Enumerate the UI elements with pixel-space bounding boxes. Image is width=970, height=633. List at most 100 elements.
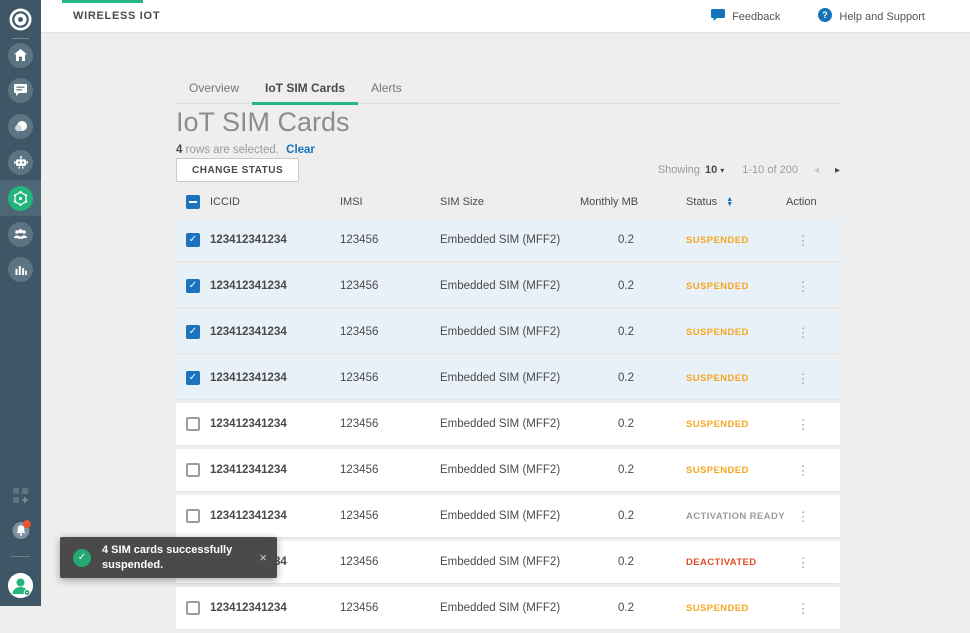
cell-sim-size: Embedded SIM (MFF2) <box>440 280 580 292</box>
select-all-checkbox[interactable] <box>186 195 200 209</box>
tab-alerts[interactable]: Alerts <box>358 79 415 103</box>
row-actions-menu-icon[interactable]: ⋮ <box>796 464 810 477</box>
row-actions-menu-icon[interactable]: ⋮ <box>796 602 810 615</box>
next-page-button[interactable]: ▸ <box>835 165 840 176</box>
app-title: WIRELESS IOT <box>73 0 160 33</box>
cell-imsi: 123456 <box>340 326 440 338</box>
cell-iccid: 123412341234 <box>210 602 340 614</box>
row-actions-menu-icon[interactable]: ⋮ <box>796 418 810 431</box>
cell-monthly-mb: 0.2 <box>580 556 686 568</box>
chat-icon <box>8 78 33 103</box>
sidebar-item-home[interactable] <box>0 37 41 73</box>
brand-logo-icon[interactable] <box>8 7 33 32</box>
status-badge: SUSPENDED <box>686 465 786 476</box>
page-size-select[interactable]: 10 <box>705 164 717 176</box>
column-header-iccid[interactable]: ICCID <box>210 196 340 208</box>
row-checkbox[interactable]: ✓ <box>186 233 200 247</box>
row-actions-menu-icon[interactable]: ⋮ <box>796 326 810 339</box>
cell-monthly-mb: 0.2 <box>580 326 686 338</box>
cell-iccid: 123412341234 <box>210 234 340 246</box>
pagination-range: 1-10 of 200 <box>742 164 798 176</box>
row-checkbox[interactable] <box>186 509 200 523</box>
clear-selection-link[interactable]: Clear <box>286 144 315 156</box>
notification-badge <box>23 520 31 528</box>
sidebar-item-iot-network[interactable] <box>0 180 41 216</box>
table-header: ICCID IMSI SIM Size Monthly MB Status▲▼ … <box>176 188 840 215</box>
sort-icon[interactable]: ▲▼ <box>726 197 733 207</box>
help-label: Help and Support <box>839 11 925 23</box>
toast-notification: ✓ 4 SIM cards successfully suspended. × <box>60 537 277 578</box>
topbar: WIRELESS IOT Feedback ? Help and Support <box>41 0 970 33</box>
cell-iccid: 123412341234 <box>210 326 340 338</box>
bar-chart-icon <box>8 257 33 282</box>
robot-icon <box>8 150 33 175</box>
sidebar-item-conversations[interactable] <box>0 72 41 108</box>
row-checkbox[interactable]: ✓ <box>186 325 200 339</box>
toast-close-icon[interactable]: × <box>259 550 267 565</box>
cell-imsi: 123456 <box>340 234 440 246</box>
page-size-caret-icon[interactable]: ▾ <box>720 166 724 175</box>
sidebar-item-notifications[interactable] <box>0 515 41 551</box>
sidebar-item-contacts[interactable] <box>0 108 41 144</box>
sidebar-item-apps[interactable] <box>0 480 41 516</box>
row-checkbox[interactable] <box>186 417 200 431</box>
column-header-imsi[interactable]: IMSI <box>340 196 440 208</box>
table-row: 123412341234 123456 Embedded SIM (MFF2) … <box>176 587 840 629</box>
cell-sim-size: Embedded SIM (MFF2) <box>440 372 580 384</box>
svg-text:?: ? <box>823 10 829 20</box>
column-header-status[interactable]: Status▲▼ <box>686 196 786 208</box>
status-badge: SUSPENDED <box>686 281 786 292</box>
row-checkbox[interactable]: ✓ <box>186 371 200 385</box>
status-badge: SUSPENDED <box>686 603 786 614</box>
row-checkbox[interactable]: ✓ <box>186 279 200 293</box>
iot-network-icon <box>8 186 33 211</box>
pagination: Showing 10 ▾ 1-10 of 200 ◂ ▸ <box>658 158 840 182</box>
cell-iccid: 123412341234 <box>210 418 340 430</box>
sidebar-item-analytics[interactable] <box>0 251 41 287</box>
cell-monthly-mb: 0.2 <box>580 234 686 246</box>
row-actions-menu-icon[interactable]: ⋮ <box>796 234 810 247</box>
table-row: ✓ 123412341234 123456 Embedded SIM (MFF2… <box>176 311 840 353</box>
cell-imsi: 123456 <box>340 464 440 476</box>
cell-sim-size: Embedded SIM (MFF2) <box>440 234 580 246</box>
cell-monthly-mb: 0.2 <box>580 280 686 292</box>
row-actions-menu-icon[interactable]: ⋮ <box>796 280 810 293</box>
column-header-sim-size[interactable]: SIM Size <box>440 196 580 208</box>
home-icon <box>8 43 33 68</box>
cell-imsi: 123456 <box>340 372 440 384</box>
sidebar-item-bot[interactable] <box>0 144 41 180</box>
users-icon <box>8 222 33 247</box>
tabs: OverviewIoT SIM CardsAlerts <box>176 79 840 104</box>
cell-imsi: 123456 <box>340 602 440 614</box>
cell-iccid: 123412341234 <box>210 280 340 292</box>
cell-iccid: 123412341234 <box>210 464 340 476</box>
row-actions-menu-icon[interactable]: ⋮ <box>796 556 810 569</box>
help-button[interactable]: ? Help and Support <box>818 8 925 25</box>
tab-overview[interactable]: Overview <box>176 79 252 103</box>
status-badge: SUSPENDED <box>686 419 786 430</box>
row-actions-menu-icon[interactable]: ⋮ <box>796 510 810 523</box>
prev-page-button[interactable]: ◂ <box>814 165 819 176</box>
sidebar <box>0 0 41 606</box>
row-checkbox[interactable] <box>186 601 200 615</box>
row-actions-menu-icon[interactable]: ⋮ <box>796 372 810 385</box>
sidebar-item-users[interactable] <box>0 216 41 252</box>
sidebar-item-account[interactable] <box>0 567 41 603</box>
change-status-button[interactable]: CHANGE STATUS <box>176 158 299 182</box>
cell-sim-size: Embedded SIM (MFF2) <box>440 464 580 476</box>
account-avatar <box>8 573 33 598</box>
status-badge: SUSPENDED <box>686 235 786 246</box>
cell-imsi: 123456 <box>340 418 440 430</box>
feedback-button[interactable]: Feedback <box>711 9 780 24</box>
selected-text: rows are selected. <box>186 144 279 156</box>
cell-monthly-mb: 0.2 <box>580 510 686 522</box>
apps-add-icon <box>12 487 29 509</box>
tab-iot-sim-cards[interactable]: IoT SIM Cards <box>252 79 358 105</box>
column-header-monthly-mb[interactable]: Monthly MB <box>580 196 686 208</box>
row-checkbox[interactable] <box>186 463 200 477</box>
cell-monthly-mb: 0.2 <box>580 602 686 614</box>
cell-sim-size: Embedded SIM (MFF2) <box>440 556 580 568</box>
cell-sim-size: Embedded SIM (MFF2) <box>440 602 580 614</box>
cell-sim-size: Embedded SIM (MFF2) <box>440 418 580 430</box>
cell-iccid: 123412341234 <box>210 510 340 522</box>
